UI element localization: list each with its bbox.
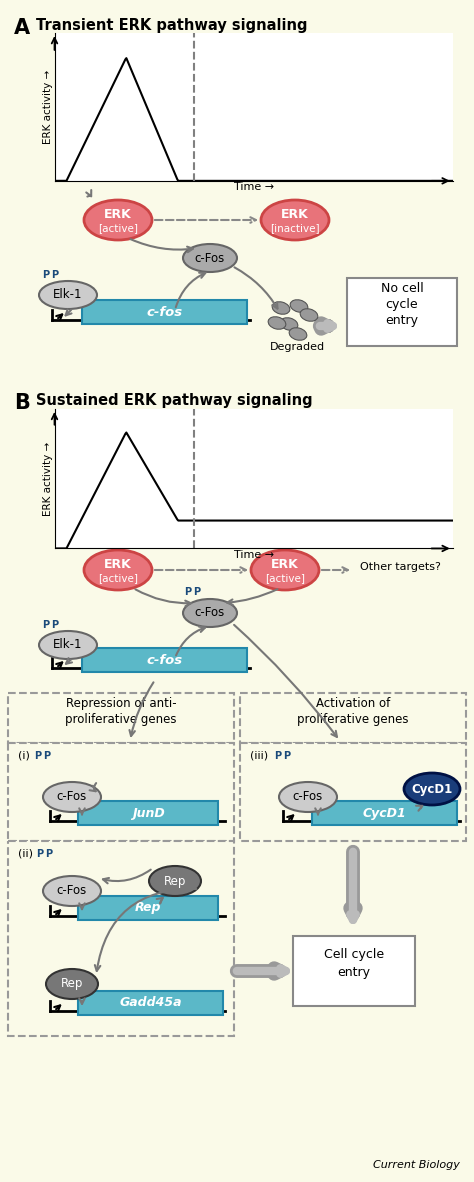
Text: P: P: [274, 751, 282, 761]
Text: A: A: [14, 18, 30, 38]
Text: c-Fos: c-Fos: [293, 791, 323, 804]
Text: CycD1: CycD1: [363, 806, 406, 819]
Text: ERK: ERK: [281, 208, 309, 221]
Ellipse shape: [404, 773, 460, 805]
Ellipse shape: [39, 281, 97, 309]
Text: Repression of anti-: Repression of anti-: [66, 697, 176, 710]
Text: P: P: [44, 751, 51, 761]
X-axis label: Time →: Time →: [234, 550, 273, 560]
Ellipse shape: [43, 782, 101, 812]
Text: P: P: [35, 751, 42, 761]
Ellipse shape: [149, 866, 201, 896]
Text: entry: entry: [337, 966, 371, 979]
Bar: [8, 693, 234, 743]
Ellipse shape: [183, 243, 237, 272]
Text: entry: entry: [385, 314, 419, 327]
Text: ERK: ERK: [104, 559, 132, 572]
X-axis label: Time →: Time →: [234, 182, 273, 193]
Text: proliferative genes: proliferative genes: [65, 713, 177, 726]
Y-axis label: ERK activity →: ERK activity →: [43, 70, 53, 144]
Bar: [8, 743, 234, 842]
Ellipse shape: [261, 200, 329, 240]
Bar: [240, 693, 466, 743]
Text: P: P: [184, 587, 191, 597]
Ellipse shape: [290, 300, 308, 312]
Text: P: P: [52, 269, 59, 280]
Text: B: B: [14, 392, 30, 413]
Text: P: P: [43, 269, 50, 280]
Y-axis label: ERK activity →: ERK activity →: [43, 442, 53, 515]
Ellipse shape: [84, 550, 152, 590]
Text: Rep: Rep: [135, 902, 161, 915]
Text: CycD1: CycD1: [411, 782, 453, 795]
Text: JunD: JunD: [132, 806, 164, 819]
Text: (ii): (ii): [18, 849, 33, 859]
Text: ERK: ERK: [104, 208, 132, 221]
Text: P: P: [46, 849, 53, 859]
Text: [active]: [active]: [265, 573, 305, 583]
Text: [active]: [active]: [98, 573, 138, 583]
Text: cycle: cycle: [386, 298, 419, 311]
Ellipse shape: [300, 309, 318, 322]
Text: Transient ERK pathway signaling: Transient ERK pathway signaling: [36, 18, 308, 33]
Text: P: P: [36, 849, 44, 859]
Text: Elk-1: Elk-1: [53, 288, 83, 301]
Bar: [312, 801, 457, 825]
Ellipse shape: [183, 599, 237, 626]
Text: P: P: [43, 621, 50, 630]
Bar: [82, 300, 247, 324]
Bar: [78, 991, 223, 1015]
Ellipse shape: [43, 876, 101, 905]
Ellipse shape: [268, 317, 286, 330]
Text: (iii): (iii): [250, 751, 268, 761]
Text: Activation of: Activation of: [316, 697, 390, 710]
Text: (i): (i): [18, 751, 30, 761]
Ellipse shape: [289, 327, 307, 340]
Bar: [82, 648, 247, 673]
Ellipse shape: [251, 550, 319, 590]
Text: Elk-1: Elk-1: [53, 638, 83, 651]
Text: P: P: [193, 587, 201, 597]
Text: [active]: [active]: [98, 223, 138, 233]
Text: c-Fos: c-Fos: [195, 252, 225, 265]
Ellipse shape: [84, 200, 152, 240]
Text: Rep: Rep: [61, 978, 83, 991]
Text: Sustained ERK pathway signaling: Sustained ERK pathway signaling: [36, 392, 313, 408]
Text: c-Fos: c-Fos: [195, 606, 225, 619]
Text: ERK: ERK: [271, 559, 299, 572]
Text: Other targets?: Other targets?: [360, 561, 441, 572]
Bar: [78, 896, 218, 920]
Bar: [347, 278, 457, 346]
Bar: [293, 936, 415, 1006]
Text: c-fos: c-fos: [146, 654, 182, 667]
Text: proliferative genes: proliferative genes: [297, 713, 409, 726]
Bar: [78, 801, 218, 825]
Text: Degraded: Degraded: [269, 342, 325, 352]
Ellipse shape: [46, 969, 98, 999]
Text: c-Fos: c-Fos: [57, 884, 87, 897]
Bar: [240, 743, 466, 842]
Text: c-Fos: c-Fos: [57, 791, 87, 804]
Text: P: P: [283, 751, 291, 761]
Text: P: P: [52, 621, 59, 630]
Ellipse shape: [280, 318, 298, 330]
Text: [inactive]: [inactive]: [270, 223, 320, 233]
Text: Gadd45a: Gadd45a: [119, 996, 182, 1009]
Text: c-fos: c-fos: [146, 305, 182, 318]
Text: No cell: No cell: [381, 282, 423, 296]
Ellipse shape: [39, 631, 97, 660]
Bar: [8, 842, 234, 1035]
Text: Cell cycle: Cell cycle: [324, 948, 384, 961]
Ellipse shape: [272, 301, 290, 314]
Text: Rep: Rep: [164, 875, 186, 888]
Ellipse shape: [279, 782, 337, 812]
Text: Current Biology: Current Biology: [373, 1160, 460, 1170]
